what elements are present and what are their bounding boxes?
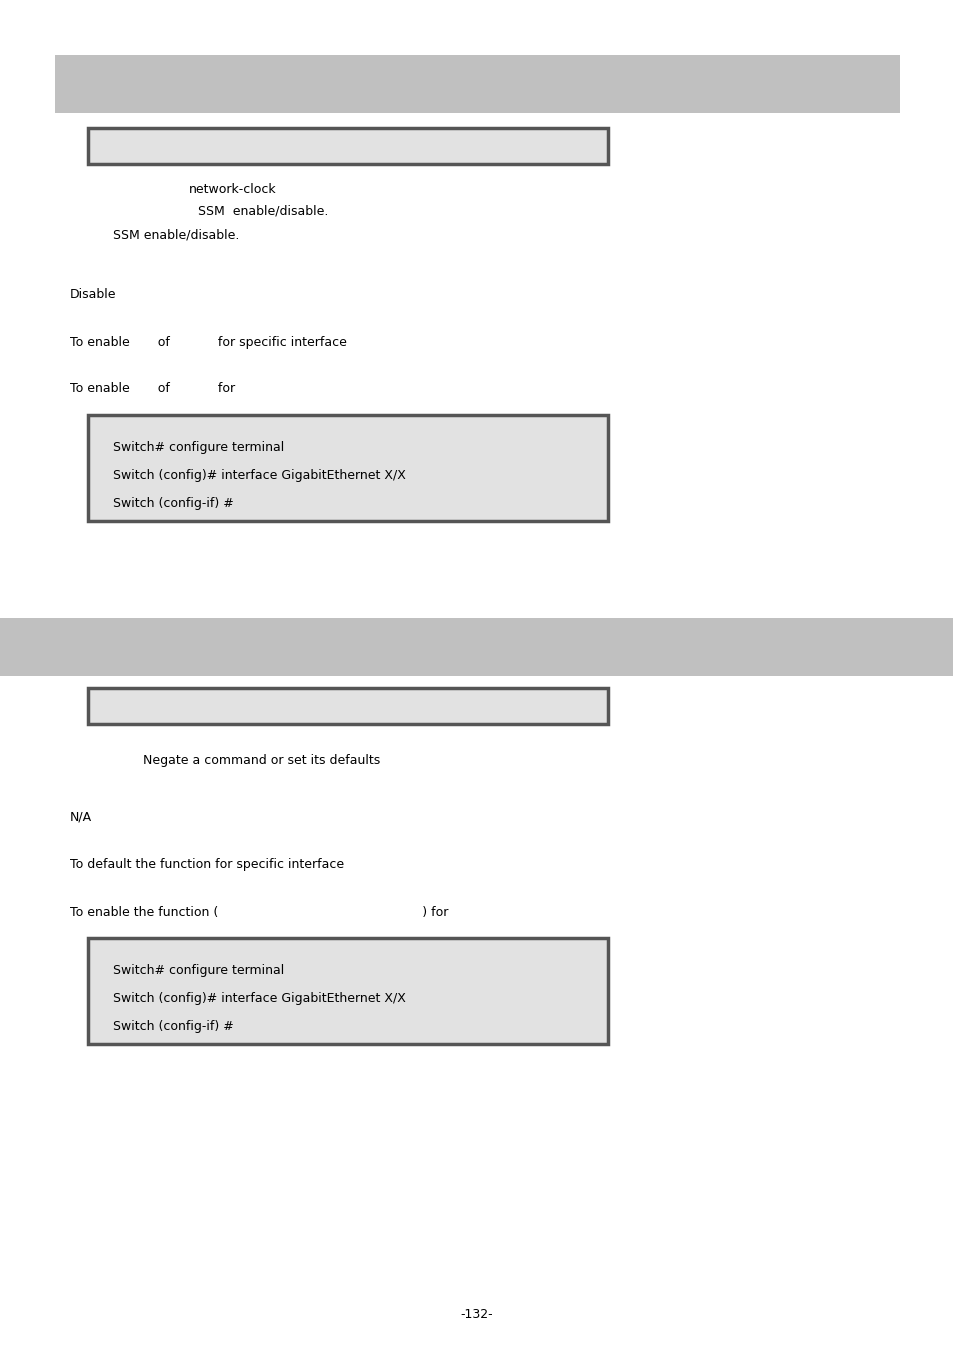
Text: SSM  enable/disable.: SSM enable/disable. xyxy=(198,205,328,217)
Text: Switch (config-if) #: Switch (config-if) # xyxy=(112,1021,233,1033)
Text: Switch (config-if) #: Switch (config-if) # xyxy=(112,497,233,510)
Text: Switch# configure terminal: Switch# configure terminal xyxy=(112,964,284,977)
Text: To enable       of            for specific interface: To enable of for specific interface xyxy=(70,336,347,350)
Text: Switch# configure terminal: Switch# configure terminal xyxy=(112,441,284,454)
Text: -132-: -132- xyxy=(460,1308,493,1322)
Text: N/A: N/A xyxy=(70,810,92,824)
Text: Switch (config)# interface GigabitEthernet X/X: Switch (config)# interface GigabitEthern… xyxy=(112,992,405,1004)
Text: Switch (config)# interface GigabitEthernet X/X: Switch (config)# interface GigabitEthern… xyxy=(112,468,405,482)
Bar xyxy=(0,618,953,676)
Text: network-clock: network-clock xyxy=(189,184,276,196)
Bar xyxy=(55,55,899,113)
Text: Negate a command or set its defaults: Negate a command or set its defaults xyxy=(143,755,380,767)
Text: Disable: Disable xyxy=(70,288,116,301)
Text: SSM enable/disable.: SSM enable/disable. xyxy=(112,228,239,242)
Bar xyxy=(88,688,607,724)
Bar xyxy=(88,414,607,521)
Text: To enable       of            for: To enable of for xyxy=(70,382,234,396)
Text: To default the function for specific interface: To default the function for specific int… xyxy=(70,859,344,871)
Text: To enable the function (                                                   ) for: To enable the function ( ) for xyxy=(70,906,448,919)
Bar xyxy=(88,938,607,1044)
Bar xyxy=(88,128,607,163)
